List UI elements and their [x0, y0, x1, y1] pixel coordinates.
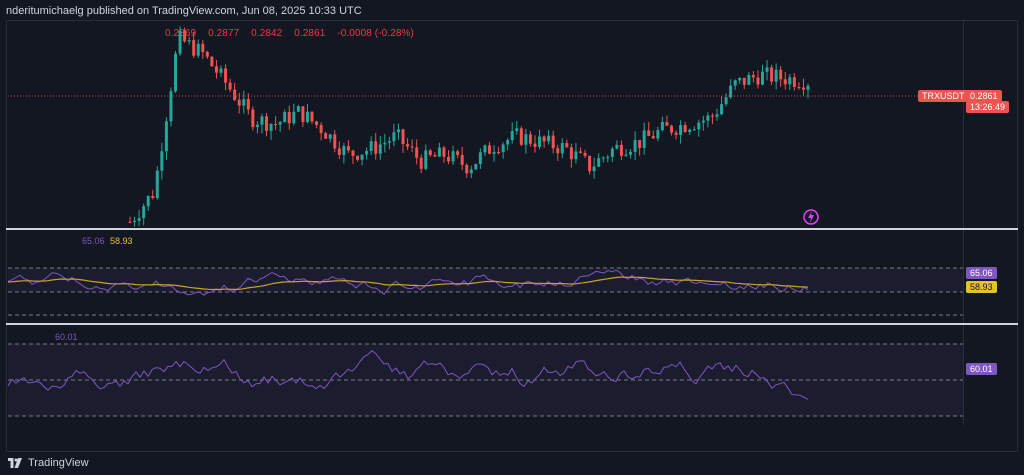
ohlc-change: -0.0008 (-0.28%) — [337, 28, 414, 39]
indicator1-badge-a: 65.06 — [966, 267, 997, 279]
chart-frame — [6, 20, 1018, 452]
footer-brand[interactable]: TradingView — [8, 454, 89, 472]
pane-separator-1[interactable] — [6, 228, 1018, 230]
tradingview-logo-icon — [8, 458, 22, 468]
indicator1-badge-b: 58.93 — [966, 281, 997, 293]
countdown-badge: 13:26:49 — [966, 101, 1010, 113]
price-axis-separator — [963, 20, 964, 425]
ohlc-open: 0.2869 — [165, 28, 197, 39]
symbol-badge: TRXUSDT — [918, 90, 969, 102]
indicator2-badge: 60.01 — [966, 363, 997, 375]
indicator1-value-b: 58.93 — [110, 236, 133, 246]
indicator2-value: 60.01 — [55, 332, 78, 342]
pane-separator-2[interactable] — [6, 323, 1018, 325]
indicator1-value-a: 65.06 — [82, 236, 105, 246]
ohlc-legend: 0.2869 0.2877 0.2842 0.2861 -0.0008 (-0.… — [165, 28, 423, 39]
ohlc-close: 0.2861 — [294, 28, 326, 39]
last-price-badge: 0.2861 — [966, 90, 1002, 102]
footer-brand-label: TradingView — [28, 457, 89, 469]
publisher-header: nderitumichaelg published on TradingView… — [6, 5, 362, 17]
ohlc-high: 0.2877 — [208, 28, 240, 39]
ohlc-low: 0.2842 — [251, 28, 283, 39]
